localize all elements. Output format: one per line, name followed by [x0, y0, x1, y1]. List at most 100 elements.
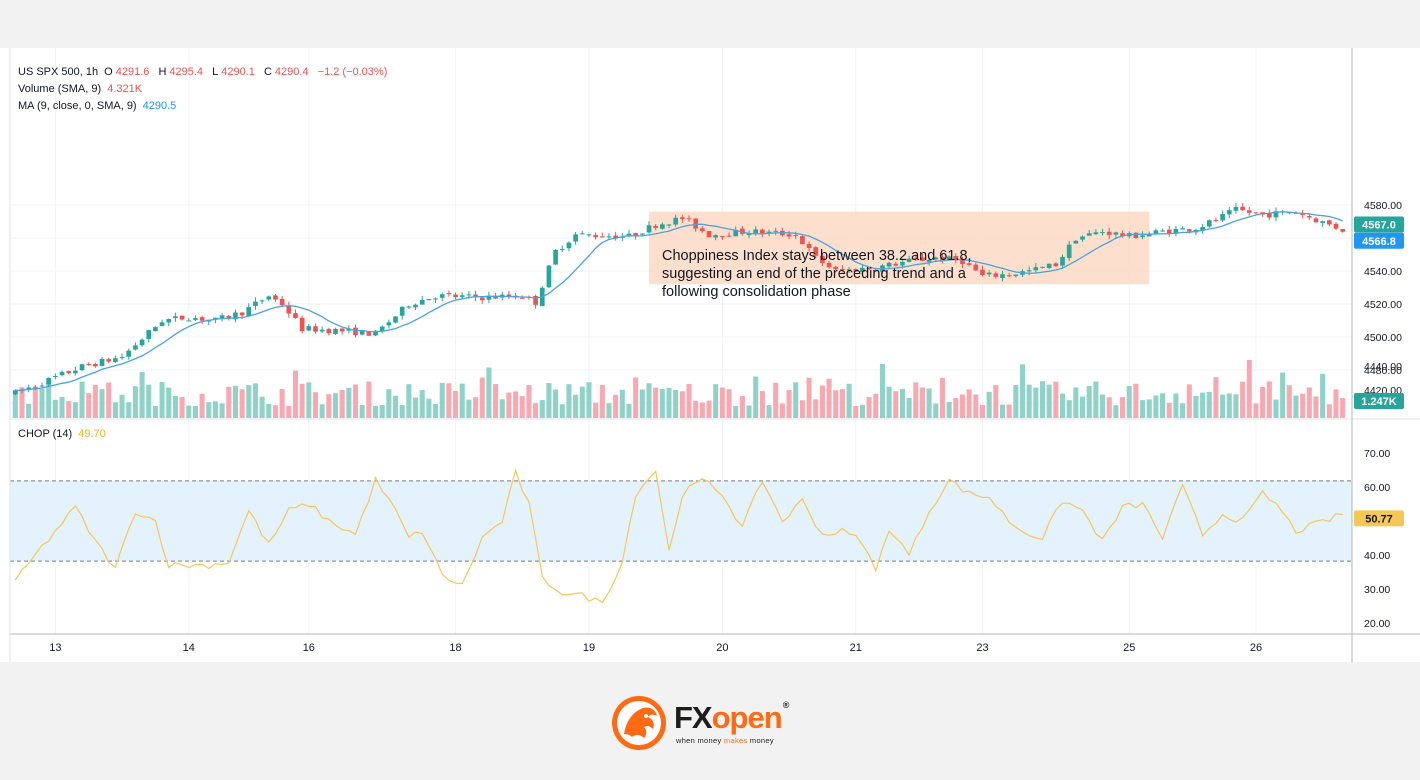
candle-body	[359, 329, 365, 335]
volume-bar	[853, 405, 859, 418]
volume-bar	[579, 386, 585, 418]
symbol-label: US SPX 500, 1h	[18, 66, 99, 78]
volume-bar	[79, 381, 85, 418]
volume-bar	[739, 395, 745, 418]
volume-bar	[666, 387, 672, 418]
candle-body	[293, 313, 298, 319]
volume-bar	[1006, 404, 1012, 418]
volume-bar	[292, 370, 299, 418]
candle-body	[1166, 229, 1172, 234]
candle-body	[393, 316, 398, 323]
main-legend: US SPX 500, 1h O 4291.6 H 4295.4 L 4290.1 C…	[18, 66, 390, 78]
candle-body	[826, 262, 832, 268]
candle-body	[239, 312, 245, 316]
volume-bar	[1093, 381, 1099, 418]
volume-bar	[286, 405, 292, 418]
candle-body	[253, 301, 258, 306]
candle-body	[626, 233, 632, 237]
volume-value: 4.321K	[107, 83, 143, 95]
candle-body	[773, 230, 779, 232]
volume-bar	[1066, 400, 1072, 418]
volume-bar	[386, 389, 392, 418]
volume-bar	[693, 400, 699, 418]
candle-body	[1340, 228, 1345, 232]
time-tick-label: 14	[183, 642, 195, 654]
candle-body	[266, 296, 272, 300]
annotation-text: Choppiness Index stays between 38.2 and …	[662, 248, 972, 300]
candle-body	[1060, 256, 1065, 266]
candle-body	[1153, 230, 1159, 234]
brand-name: FXopen®	[674, 700, 789, 736]
volume-bar	[1046, 384, 1052, 418]
volume-bar	[879, 364, 885, 418]
volume-bar	[973, 394, 979, 418]
candle-body	[786, 234, 792, 237]
candle-body	[659, 224, 665, 229]
volume-bar	[626, 403, 632, 418]
candle-body	[153, 327, 158, 332]
candle-body	[986, 272, 992, 275]
candle-body	[1033, 267, 1039, 271]
candle-body	[873, 270, 879, 272]
candle-body	[26, 387, 32, 390]
candle-body	[806, 243, 812, 249]
candle-body	[606, 236, 612, 238]
candle-body	[1013, 274, 1019, 277]
volume-bar	[473, 397, 479, 418]
time-tick-label: 26	[1250, 642, 1262, 654]
volume-bar	[1153, 395, 1159, 418]
volume-bar	[1133, 383, 1139, 418]
candle-body	[233, 312, 238, 320]
candle-body	[1026, 270, 1032, 272]
volume-bar	[199, 393, 205, 418]
volume-bar	[479, 377, 485, 418]
volume-bar	[246, 385, 252, 418]
candle-body	[133, 345, 138, 350]
volume-bar	[813, 399, 819, 418]
candle-body	[1080, 236, 1085, 240]
volume-bar	[299, 383, 305, 418]
volume-bar	[999, 404, 1006, 418]
candle-body	[139, 339, 145, 346]
volume-bar	[379, 405, 385, 418]
candle-body	[900, 261, 905, 266]
volume-bar	[1240, 381, 1246, 418]
volume-bar	[919, 387, 925, 418]
volume-bar	[1140, 400, 1146, 418]
candle-body	[793, 234, 799, 236]
slogan-highlight: makes	[723, 736, 748, 745]
candle-body	[726, 235, 732, 237]
candle-body	[1046, 263, 1052, 269]
volume-bar	[859, 404, 865, 418]
volume-bar	[146, 384, 152, 418]
candle-body	[613, 235, 618, 239]
candle-body	[1120, 233, 1125, 237]
candle-body	[306, 326, 312, 331]
candle-body	[46, 377, 52, 385]
candle-body	[453, 294, 458, 298]
volume-bar	[312, 392, 319, 418]
chop-legend: CHOP (14) 49.70	[18, 428, 109, 440]
candle-body	[820, 255, 825, 263]
candle-body	[1200, 227, 1205, 231]
candle-body	[860, 267, 865, 272]
volume-bar	[12, 390, 18, 418]
candle-body	[1066, 244, 1072, 259]
volume-bar	[1026, 384, 1032, 418]
candle-body	[346, 328, 352, 331]
ma-legend: MA (9, close, 0, SMA, 9) 4290.5	[18, 100, 179, 112]
chop-tick-label: 70.00	[1364, 448, 1390, 460]
time-tick-label: 20	[716, 642, 728, 654]
volume-bar	[619, 389, 625, 418]
volume-tick-label: 4440.00	[1364, 361, 1402, 373]
candle-body	[13, 390, 18, 395]
volume-bar	[866, 397, 872, 418]
ma-line	[15, 211, 1343, 391]
volume-bar	[826, 378, 832, 418]
chop-tick-label: 20.00	[1364, 618, 1390, 630]
volume-bar	[599, 384, 605, 418]
volume-bar	[352, 384, 359, 418]
volume-bar	[72, 402, 78, 418]
volume-bar	[493, 384, 499, 418]
volume-bar	[486, 367, 492, 418]
